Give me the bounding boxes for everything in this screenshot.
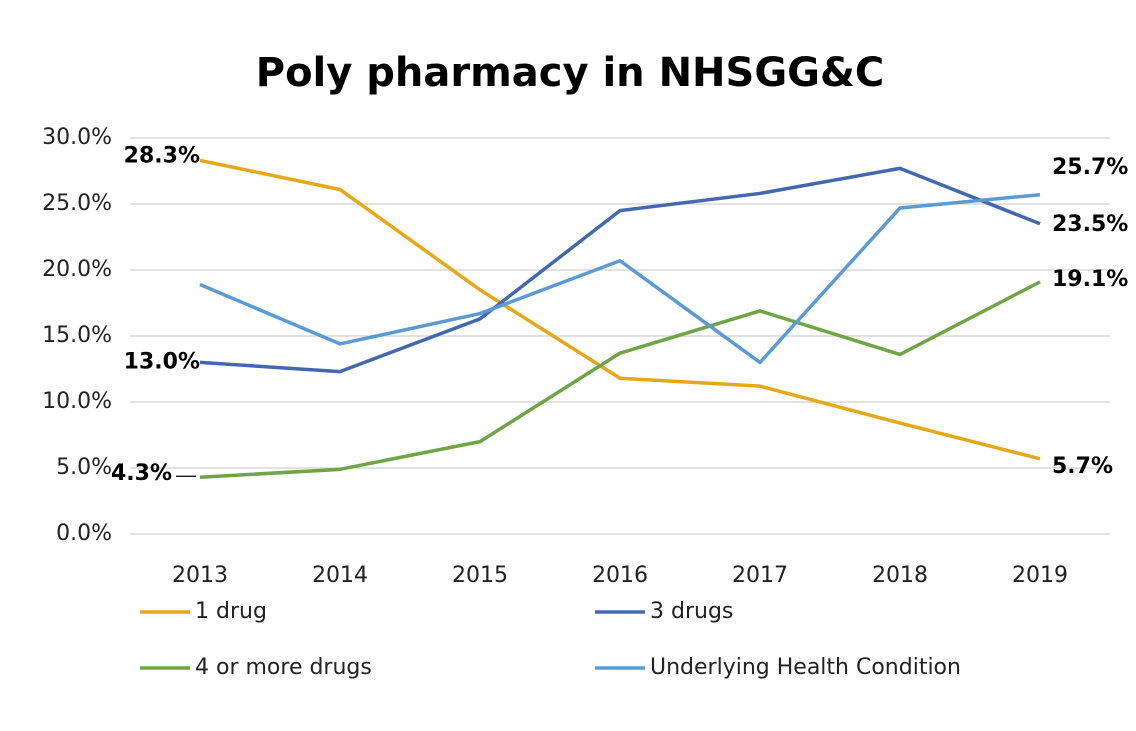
legend-label: Underlying Health Condition (650, 655, 961, 680)
legend-label: 4 or more drugs (195, 655, 372, 680)
data-label: 23.5% (1052, 212, 1128, 237)
data-label: 5.7% (1052, 454, 1113, 479)
y-tick-label: 5.0% (56, 455, 112, 480)
x-tick-label: 2015 (452, 563, 508, 588)
legend-label: 3 drugs (650, 599, 733, 624)
y-tick-label: 0.0% (56, 521, 112, 546)
y-tick-label: 15.0% (42, 323, 112, 348)
y-tick-label: 20.0% (42, 257, 112, 282)
y-tick-label: 10.0% (42, 389, 112, 414)
x-tick-label: 2017 (732, 563, 788, 588)
line-series (199, 158, 1041, 461)
data-label: 13.0% (124, 349, 200, 374)
y-tick-label: 30.0% (42, 125, 112, 150)
y-tick-label: 25.0% (42, 191, 112, 216)
data-label: 25.7% (1052, 155, 1128, 180)
x-tick-label: 2018 (872, 563, 928, 588)
chart-title: Poly pharmacy in NHSGG&C (256, 50, 885, 96)
legend-label: 1 drug (195, 599, 267, 624)
x-tick-label: 2019 (1012, 563, 1068, 588)
x-tick-label: 2016 (592, 563, 648, 588)
data-label: 19.1% (1052, 267, 1128, 292)
line-series (199, 280, 1041, 479)
data-label: 4.3% (111, 461, 172, 486)
line-series (199, 166, 1041, 374)
data-label: 28.3% (124, 143, 200, 168)
line-series (199, 193, 1041, 365)
x-tick-label: 2014 (312, 563, 368, 588)
x-tick-label: 2013 (172, 563, 228, 588)
